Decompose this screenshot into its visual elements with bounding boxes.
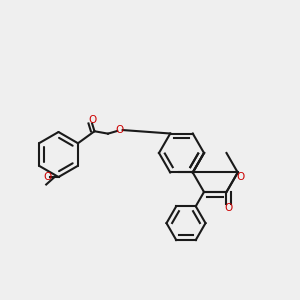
Text: O: O: [43, 172, 51, 182]
Text: O: O: [225, 202, 233, 213]
Text: O: O: [237, 172, 245, 182]
Text: O: O: [116, 125, 124, 135]
Text: O: O: [88, 115, 96, 125]
